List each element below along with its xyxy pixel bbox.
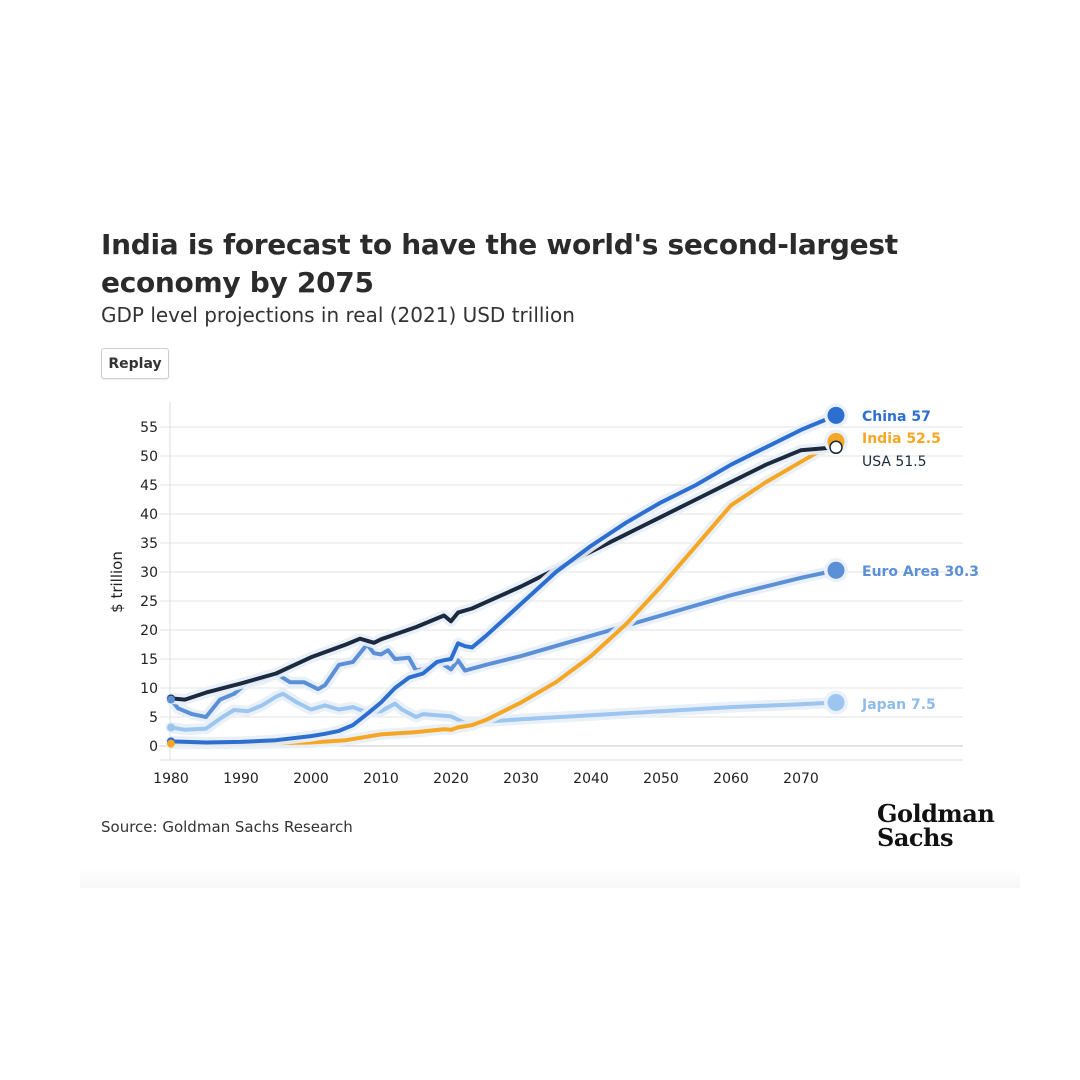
y-tick-label-25: 25 bbox=[140, 594, 158, 610]
series-line-india bbox=[169, 439, 838, 746]
y-tick-label-20: 20 bbox=[140, 623, 158, 639]
end-label-euro-area: Euro Area 30.3 bbox=[862, 564, 979, 580]
x-tick-label-2040: 2040 bbox=[573, 771, 609, 787]
goldman-sachs-logo: Goldman Sachs bbox=[877, 799, 995, 852]
y-tick-label-30: 30 bbox=[140, 565, 158, 581]
end-labels: China 57 India 52.5 USA 51.5 Euro Area 30.3… bbox=[824, 403, 979, 715]
y-tick-label-5: 5 bbox=[149, 710, 158, 726]
y-axis-label: $ trillion bbox=[108, 551, 126, 613]
y-tick-label-45: 45 bbox=[140, 478, 158, 494]
series-start-dot-euro-area bbox=[167, 695, 175, 704]
y-tick-label-50: 50 bbox=[140, 449, 158, 465]
x-tick-label-2050: 2050 bbox=[643, 771, 679, 787]
x-tick-label-2060: 2060 bbox=[713, 771, 749, 787]
series-start-dot-japan bbox=[167, 723, 175, 732]
y-tick-label-0: 0 bbox=[149, 739, 158, 755]
series-lines bbox=[165, 409, 842, 750]
series-line-usa bbox=[169, 445, 838, 702]
x-tick-label-1980: 1980 bbox=[153, 771, 189, 787]
series-start-dot-india bbox=[167, 739, 175, 748]
y-tick-label-15: 15 bbox=[140, 652, 158, 668]
logo-line-2: Sachs bbox=[877, 823, 953, 852]
x-tick-label-2020: 2020 bbox=[433, 771, 469, 787]
end-marker-japan bbox=[827, 694, 845, 711]
x-tick-label-2070: 2070 bbox=[783, 771, 819, 787]
end-label-usa: USA 51.5 bbox=[862, 454, 927, 470]
x-tick-label-2000: 2000 bbox=[293, 771, 329, 787]
series-halo-china bbox=[165, 409, 842, 748]
chart-subtitle: GDP level projections in real (2021) USD… bbox=[101, 303, 575, 327]
axes: 0 5 10 15 20 25 30 35 40 45 50 55 1980 1990 2000 2010 20… bbox=[108, 420, 819, 787]
end-marker-china bbox=[827, 406, 845, 424]
end-label-india: India 52.5 bbox=[862, 431, 941, 447]
replay-button[interactable]: Replay bbox=[101, 348, 169, 379]
source-note: Source: Goldman Sachs Research bbox=[101, 818, 353, 836]
end-marker-usa bbox=[829, 440, 843, 455]
x-tick-label-1990: 1990 bbox=[223, 771, 259, 787]
y-tick-label-10: 10 bbox=[140, 681, 158, 697]
end-label-japan: Japan 7.5 bbox=[861, 697, 936, 713]
x-tick-label-2030: 2030 bbox=[503, 771, 539, 787]
end-marker-euro-area bbox=[827, 561, 845, 579]
y-tick-label-40: 40 bbox=[140, 507, 158, 523]
logo-line-1: Goldman bbox=[877, 799, 995, 828]
series-line-china bbox=[169, 413, 838, 745]
y-tick-label-55: 55 bbox=[140, 420, 158, 436]
chart-title: India is forecast to have the world's se… bbox=[101, 228, 898, 299]
card-bottom-shade bbox=[80, 868, 1020, 888]
end-label-china: China 57 bbox=[862, 409, 931, 425]
y-tick-label-35: 35 bbox=[140, 536, 158, 552]
x-tick-label-2010: 2010 bbox=[363, 771, 399, 787]
